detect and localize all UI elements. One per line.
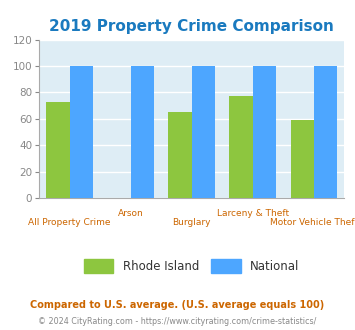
Bar <box>229 96 253 198</box>
Text: Arson: Arson <box>118 209 143 217</box>
Bar <box>314 66 337 198</box>
Bar <box>192 66 215 198</box>
Bar <box>131 66 154 198</box>
Legend: Rhode Island, National: Rhode Island, National <box>79 254 304 278</box>
Text: Motor Vehicle Theft: Motor Vehicle Theft <box>270 218 355 227</box>
Bar <box>168 112 192 198</box>
Bar <box>46 102 70 198</box>
Title: 2019 Property Crime Comparison: 2019 Property Crime Comparison <box>49 19 334 34</box>
Bar <box>70 66 93 198</box>
Text: Burglary: Burglary <box>173 218 211 227</box>
Text: Larceny & Theft: Larceny & Theft <box>217 209 289 217</box>
Text: © 2024 CityRating.com - https://www.cityrating.com/crime-statistics/: © 2024 CityRating.com - https://www.city… <box>38 317 317 326</box>
Text: Compared to U.S. average. (U.S. average equals 100): Compared to U.S. average. (U.S. average … <box>31 300 324 310</box>
Bar <box>253 66 276 198</box>
Bar <box>290 120 314 198</box>
Text: All Property Crime: All Property Crime <box>28 218 111 227</box>
